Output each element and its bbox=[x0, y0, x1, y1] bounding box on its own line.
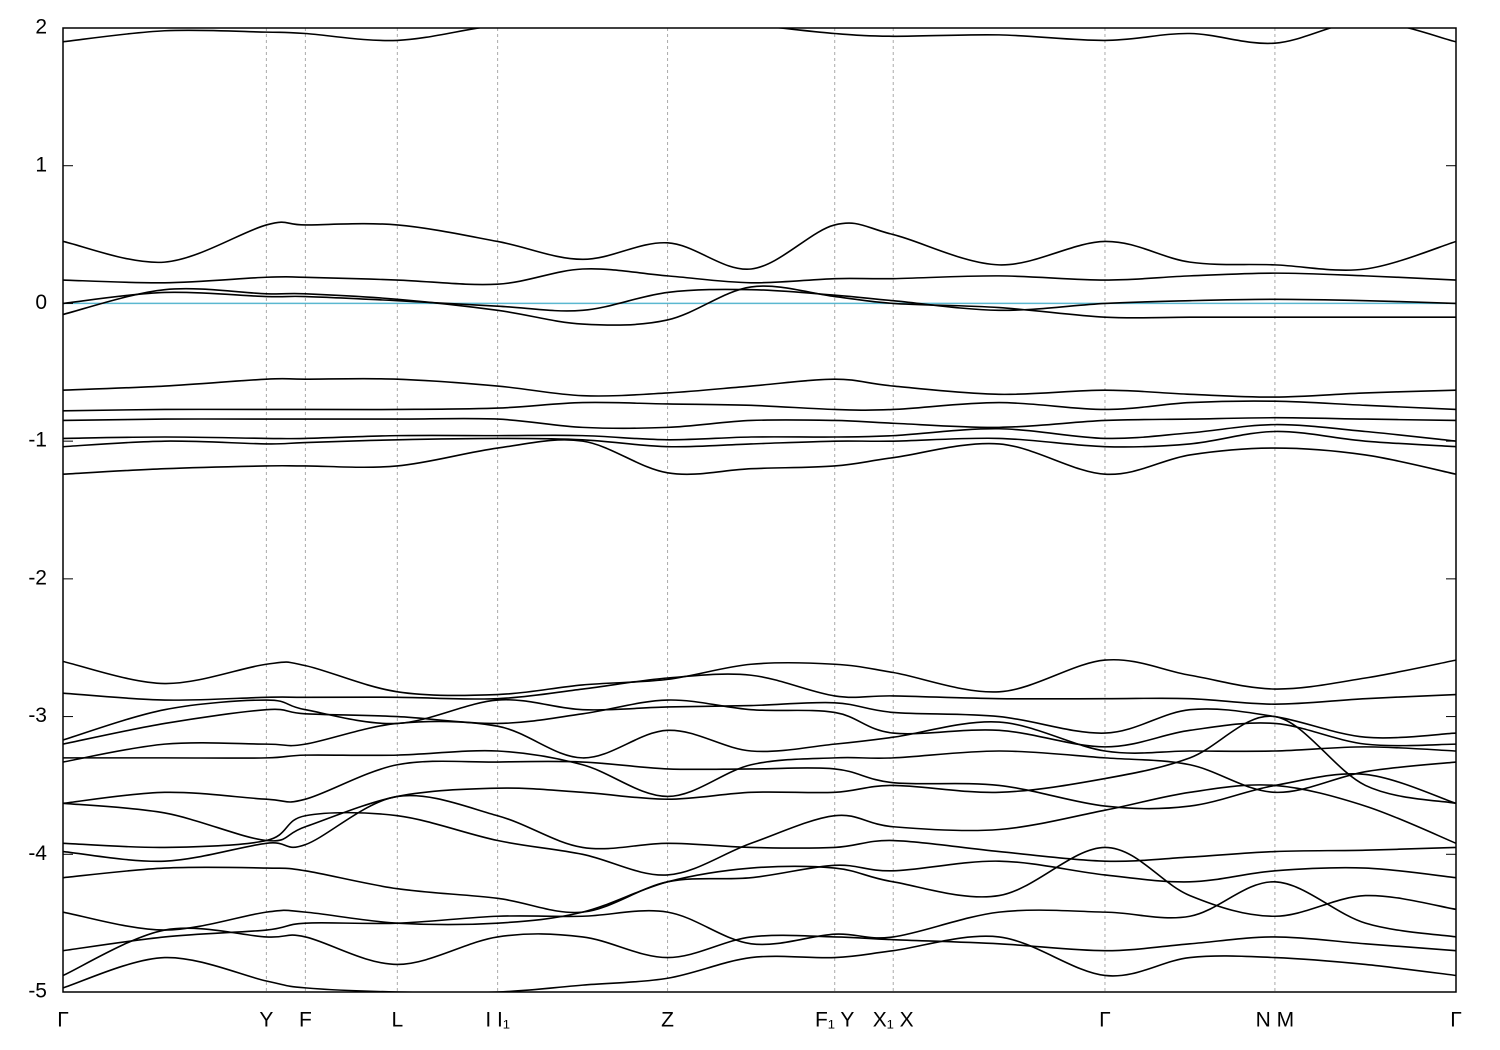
x-tick-label: Γ bbox=[1450, 1009, 1462, 1032]
band-line bbox=[63, 377, 1456, 398]
x-tick-label: Γ bbox=[1099, 1009, 1111, 1032]
band-line bbox=[63, 881, 1456, 952]
band-line bbox=[63, 416, 1456, 430]
x-tick-label: Y bbox=[259, 1009, 273, 1032]
band-line bbox=[63, 698, 1456, 741]
band-line bbox=[63, 794, 1456, 863]
x-tick-label: F bbox=[299, 1009, 312, 1032]
band-line bbox=[63, 860, 1456, 914]
band-line bbox=[63, 439, 1456, 476]
band-line bbox=[63, 28, 1456, 45]
band-line bbox=[63, 927, 1456, 977]
band-line bbox=[63, 400, 1456, 412]
bands bbox=[63, 28, 1456, 992]
x-tick-label: I I₁ bbox=[485, 1009, 510, 1032]
band-line bbox=[63, 749, 1456, 798]
band-line bbox=[63, 658, 1456, 697]
band-line bbox=[63, 715, 1456, 842]
x-tick-label: Γ bbox=[57, 1009, 69, 1032]
x-tick-label: N M bbox=[1256, 1009, 1295, 1032]
band-line bbox=[63, 285, 1456, 326]
y-tick-label: -4 bbox=[28, 842, 47, 865]
plot-frame bbox=[62, 27, 1457, 993]
band-line bbox=[63, 846, 1456, 931]
x-tick-label: X₁ X bbox=[873, 1009, 914, 1032]
y-tick-label: 2 bbox=[35, 16, 47, 39]
band-line bbox=[63, 720, 1456, 763]
band-line bbox=[63, 430, 1456, 448]
band-line bbox=[63, 221, 1456, 271]
band-line bbox=[63, 267, 1456, 286]
x-tick-label: L bbox=[391, 1009, 403, 1032]
y-tick-label: -5 bbox=[28, 980, 47, 1003]
x-tick-label: Z bbox=[661, 1009, 674, 1032]
band-line bbox=[63, 699, 1456, 748]
y-tick-label: -3 bbox=[28, 704, 47, 727]
y-tick-label: 1 bbox=[35, 153, 47, 176]
band-line bbox=[63, 935, 1456, 992]
band-line bbox=[63, 288, 1456, 312]
axes: -5 -4 -3 -2 -1 0 1 2 Γ Y F L I I₁ Z F₁ Y X₁ X Γ N M Γ bbox=[28, 16, 1461, 1032]
band-line bbox=[63, 423, 1456, 442]
y-tick-label: 0 bbox=[35, 291, 47, 314]
band-line bbox=[63, 760, 1456, 810]
x-tick-label: F₁ Y bbox=[815, 1009, 854, 1032]
y-tick-label: -2 bbox=[28, 566, 47, 589]
y-tick-label: -1 bbox=[28, 429, 47, 452]
band-line bbox=[63, 784, 1456, 876]
band-line bbox=[63, 673, 1456, 705]
